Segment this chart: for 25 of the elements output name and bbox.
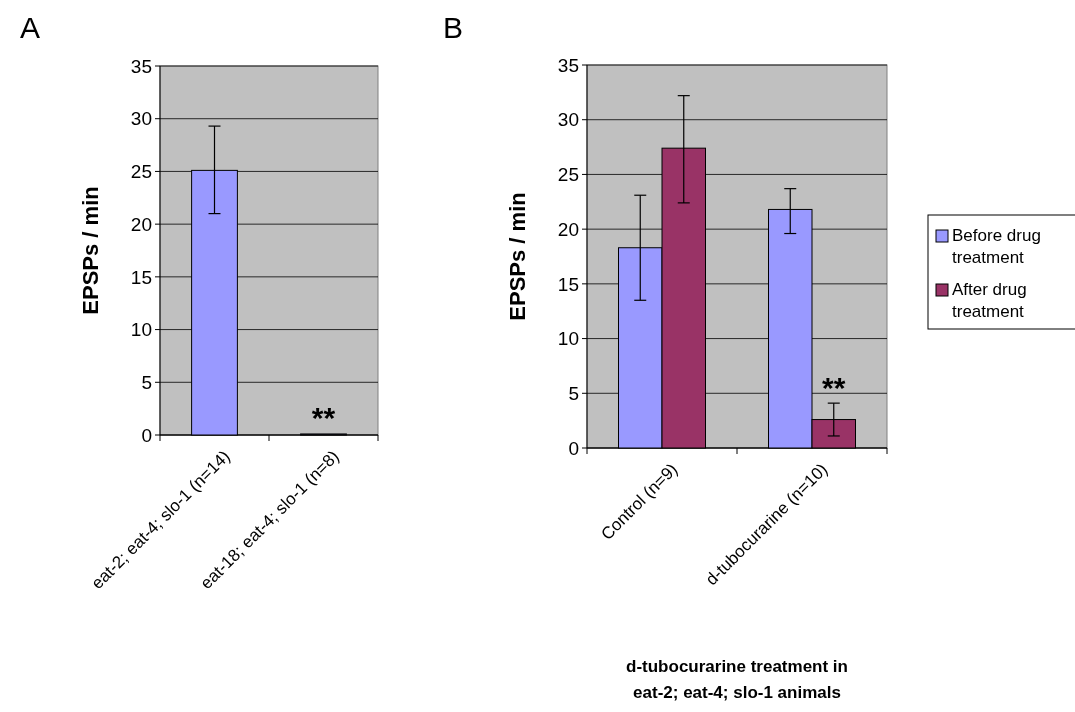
y-tick-label: 25 — [557, 164, 579, 186]
y-tick-label: 20 — [557, 218, 579, 240]
annotation: ** — [822, 370, 846, 404]
y-tick-label: 35 — [130, 55, 152, 77]
y-axis-title: EPSPs / min — [78, 186, 103, 315]
y-tick-label: 0 — [141, 424, 152, 446]
y-tick-label: 35 — [557, 54, 579, 76]
y-tick-label: 30 — [557, 109, 579, 131]
legend-label: After drug treatment — [952, 280, 1027, 321]
y-tick-label: 5 — [568, 382, 579, 404]
y-tick-label: 10 — [130, 319, 152, 341]
y-tick-label: 0 — [568, 437, 579, 459]
legend-label: Before drug treatment — [952, 226, 1041, 267]
y-tick-label: 15 — [557, 273, 579, 295]
chart-title: B — [443, 11, 464, 44]
y-tick-label: 25 — [130, 161, 152, 183]
annotation: ** — [311, 401, 336, 435]
y-tick-label: 30 — [130, 108, 152, 130]
y-tick-label: 20 — [130, 213, 152, 235]
y-axis-title: EPSPs / min — [505, 192, 530, 321]
x-axis-title: d-tubocurarine treatment in eat-2; eat-4; slo-1 animals — [626, 657, 848, 702]
y-tick-label: 5 — [141, 371, 152, 393]
y-tick-label: 15 — [130, 266, 152, 288]
chart-title: A — [20, 11, 41, 44]
y-tick-label: 10 — [557, 328, 579, 350]
